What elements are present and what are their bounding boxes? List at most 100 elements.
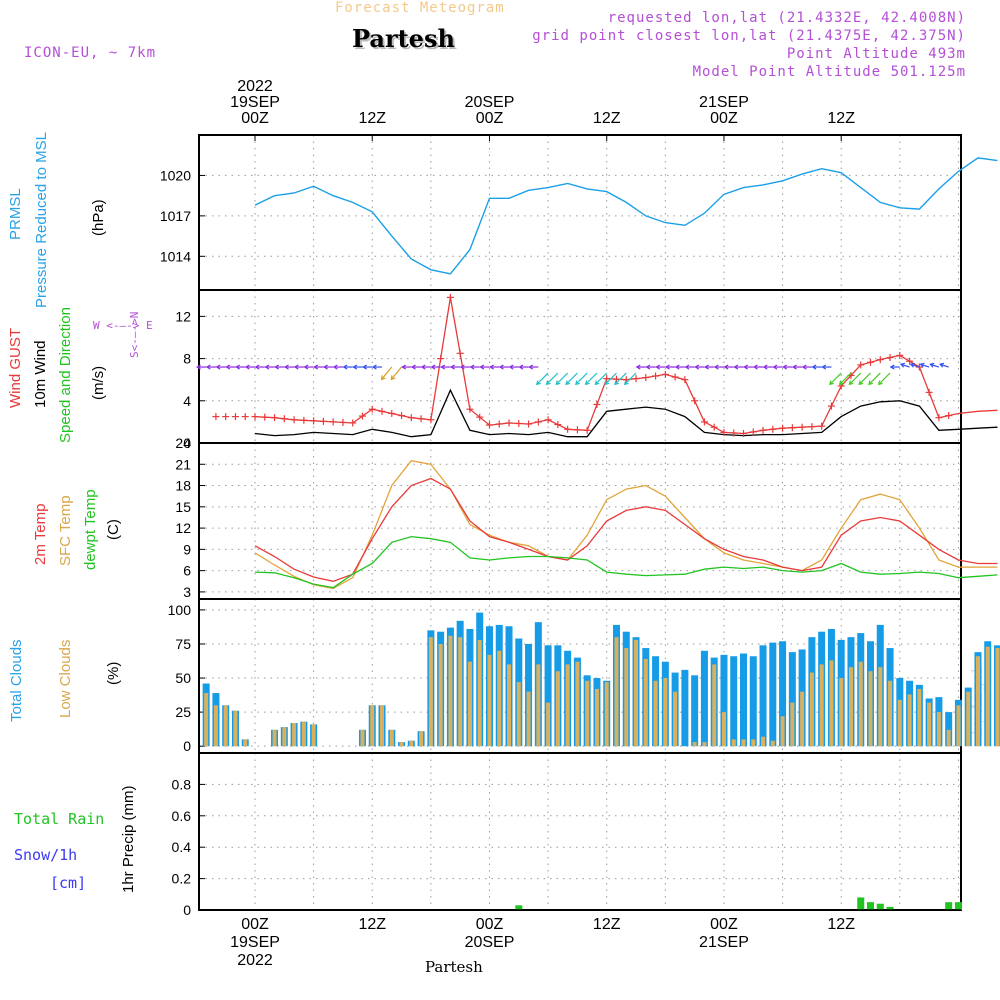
wind-arrow-head: [623, 380, 629, 386]
wind-arrow: [536, 372, 549, 385]
wind-arrow-head: [313, 364, 319, 370]
wind-arrow-head: [655, 364, 661, 370]
wind-arrow: [839, 372, 852, 385]
low-cloud-bar: [985, 646, 990, 747]
low-cloud-bar: [878, 667, 883, 747]
low-cloud-bar: [213, 705, 218, 747]
wind-arrow-head: [555, 380, 561, 386]
low-cloud-bar: [634, 639, 639, 747]
low-cloud-bar: [888, 680, 893, 747]
rain-label: Total Rain: [14, 810, 105, 828]
wind-arrow-head: [733, 364, 739, 370]
y-tick-label: 0.6: [172, 808, 192, 824]
low-cloud-bar: [585, 680, 590, 747]
rain-bar: [867, 902, 875, 910]
wind-arrow-head: [584, 380, 590, 386]
wind-arrow: [939, 363, 949, 368]
low-cloud-bar: [956, 705, 961, 747]
low-cloud-bar: [546, 702, 551, 747]
wind-line: [254, 388, 998, 438]
wind-arrow-head: [858, 380, 864, 386]
y-tick-label: 4: [183, 393, 191, 409]
total-cloud-bar: [759, 645, 767, 747]
wind-arrow-head: [811, 364, 817, 370]
wind-arrow-head: [352, 364, 358, 370]
wind-arrow-head: [635, 364, 641, 370]
wind-arrow-head: [205, 364, 211, 370]
snow-label: Snow/1h: [14, 846, 78, 864]
low-cloud-bar: [907, 694, 912, 747]
total-cloud-bar: [720, 654, 728, 747]
wind-arrow-head: [684, 364, 690, 370]
low-cloud-bar: [516, 682, 521, 747]
wind-arrow-head: [322, 364, 328, 370]
panel-frame: [198, 134, 962, 291]
wind-arrow-head: [342, 364, 348, 370]
wind-arrow-head: [293, 364, 299, 370]
bottom-time-label: 2022: [237, 952, 273, 969]
wind-arrow-head: [565, 380, 571, 386]
bottom-time-label: 21SEP: [699, 934, 749, 951]
low-cloud-bar: [761, 736, 766, 747]
low-cloud-bar: [594, 688, 599, 747]
place-title: Partesh: [352, 24, 455, 53]
wind-arrow-head: [508, 364, 514, 370]
wind-arrow: [878, 372, 891, 385]
low-cloud-bar: [712, 664, 717, 747]
y-tick-label: 100: [168, 602, 192, 618]
y-tick-label: 12: [175, 308, 191, 324]
low-cloud-bar: [995, 648, 1000, 747]
bottom-time-label: 12Z: [358, 916, 386, 933]
y-tick-label: 1017: [160, 208, 191, 224]
wind-arrow-head: [450, 364, 455, 370]
wind-arrow-head: [594, 380, 600, 386]
compass-we-label: W <-—-> E: [93, 319, 153, 332]
wind-arrow-head: [645, 364, 651, 370]
point-altitude: Point Altitude 493m: [786, 46, 966, 62]
top-time-label: 20SEP: [465, 94, 515, 111]
low-cloud-bar: [419, 731, 424, 747]
low-cloud-bar: [858, 661, 863, 747]
bottom-time-label: 12Z: [827, 916, 855, 933]
total-cloud-bar: [769, 642, 777, 747]
top-time-label: 12Z: [827, 110, 855, 127]
sfc-temp-line: [254, 459, 998, 590]
rain-bar: [857, 897, 865, 910]
y-tick-label: 18: [175, 478, 191, 494]
wind-arrow-head: [877, 380, 883, 386]
rain-bar: [886, 906, 894, 910]
y-tick-label: 3: [183, 584, 191, 600]
low-cloud-bar: [848, 667, 853, 747]
wind-arrow-head: [518, 364, 524, 370]
low-cloud-bar: [809, 672, 814, 747]
wind-arrow-head: [303, 364, 309, 370]
wind-arrow: [910, 363, 920, 368]
y-tick-label: 0.4: [172, 839, 192, 855]
low-cloud-bar: [389, 729, 394, 747]
wind-arrow-head: [420, 364, 426, 370]
wind-arrow-head: [498, 364, 504, 370]
rain-bar: [515, 905, 523, 910]
low-cloud-bar: [243, 739, 248, 747]
low-cloud-bar: [780, 716, 785, 747]
wind-arrow-head: [899, 362, 906, 368]
low-cloud-bar: [790, 702, 795, 747]
wind-arrow-head: [535, 380, 541, 386]
low-cloud-bar: [946, 729, 951, 747]
total-cloud-bar: [788, 652, 796, 747]
low-cloud-bar: [741, 739, 746, 747]
total-cloud-bar: [730, 656, 738, 747]
low-cloud-bar: [575, 661, 580, 747]
low-cloud-bar: [770, 740, 775, 747]
pressure-line: [254, 157, 998, 275]
model-altitude: Model Point Altitude 501.125m: [692, 64, 966, 80]
wind-arrow-head: [752, 364, 758, 370]
low-cloud-bar: [800, 691, 805, 747]
wind-arrow-head: [410, 364, 416, 370]
low-cloud-bar: [292, 723, 297, 747]
wind-arrow-head: [868, 380, 873, 386]
wind-arrow-head: [380, 375, 386, 381]
grid-point-coords: grid point closest lon,lat (21.4375E, 42…: [532, 28, 966, 44]
low-cloud-bar: [702, 742, 707, 747]
low-cloud-bar: [458, 637, 463, 747]
